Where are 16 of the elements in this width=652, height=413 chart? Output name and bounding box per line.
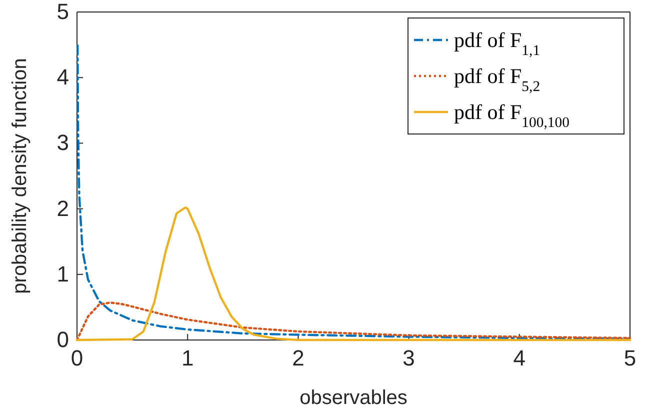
x-axis-title: observables [300,387,408,409]
legend-label: pdf of F$_{1,1}$ [454,28,540,59]
y-tick-label: 1 [56,261,69,286]
x-tick-label: 3 [402,346,415,371]
legend-label: pdf of F$_{5,2}$ [454,64,540,95]
x-tick-label: 1 [181,346,194,371]
y-tick-label: 4 [56,64,69,90]
x-tick-label: 2 [292,346,304,371]
legend-label: pdf of F$_{100,100}$ [454,100,570,131]
y-tick-label: 5 [56,0,69,24]
y-tick-label: 2 [56,196,69,221]
y-tick-label: 3 [56,130,69,156]
y-tick-label: 0 [56,327,69,352]
y-axis-title: probability density function [9,58,31,294]
x-tick-label: 5 [624,346,636,371]
x-tick-label: 4 [513,346,526,371]
